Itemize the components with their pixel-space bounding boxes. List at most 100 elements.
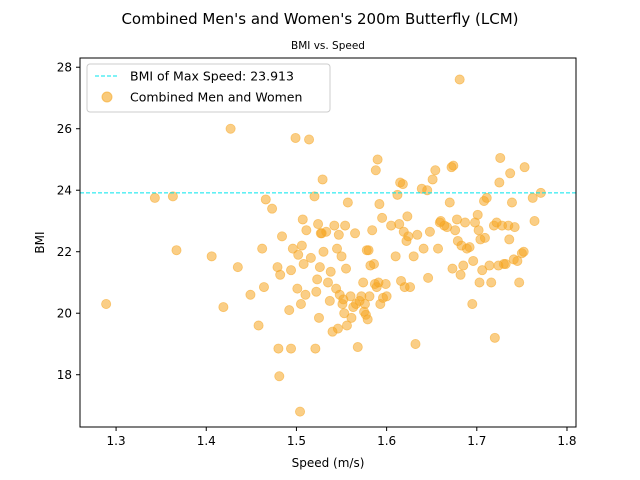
data-point xyxy=(340,220,351,231)
data-point xyxy=(468,255,479,266)
data-point xyxy=(374,199,385,210)
data-point xyxy=(295,406,306,417)
y-tick-label: 28 xyxy=(57,61,72,75)
data-point xyxy=(329,220,340,231)
data-point xyxy=(372,154,383,165)
points-layer xyxy=(101,74,546,417)
data-point xyxy=(448,160,459,171)
data-point xyxy=(318,246,329,257)
data-point xyxy=(418,243,429,254)
data-point xyxy=(296,240,307,251)
data-point xyxy=(297,214,308,225)
data-point xyxy=(422,185,433,196)
data-point xyxy=(512,255,523,266)
data-point xyxy=(310,343,321,354)
data-point xyxy=(519,162,530,173)
data-point xyxy=(341,263,352,274)
data-point xyxy=(455,269,466,280)
data-point xyxy=(257,243,268,254)
data-point xyxy=(149,192,160,203)
data-point xyxy=(424,226,435,237)
data-point xyxy=(286,343,297,354)
data-point xyxy=(206,251,217,262)
y-tick-label: 22 xyxy=(57,245,72,259)
data-point xyxy=(486,277,497,288)
x-axis: 1.3 1.4 1.5 1.6 1.7 1.8 xyxy=(107,427,577,448)
data-point xyxy=(363,245,374,256)
data-point xyxy=(325,266,336,277)
data-point xyxy=(336,251,347,262)
data-point xyxy=(481,192,492,203)
data-point xyxy=(358,277,369,288)
y-tick-label: 18 xyxy=(57,368,72,382)
data-point xyxy=(313,312,324,323)
legend: BMI of Max Speed: 23.913 Combined Men an… xyxy=(86,63,331,113)
data-point xyxy=(273,343,284,354)
data-point xyxy=(292,283,303,294)
data-point xyxy=(298,259,309,270)
data-point xyxy=(477,265,488,276)
plot-frame xyxy=(79,57,577,428)
data-point xyxy=(253,320,264,331)
data-point xyxy=(447,263,458,274)
data-point xyxy=(368,259,379,270)
data-point xyxy=(403,231,414,242)
y-tick-label: 24 xyxy=(57,184,72,198)
data-point xyxy=(304,134,315,145)
legend-series-label: Combined Men and Women xyxy=(130,90,302,105)
data-point xyxy=(444,197,455,208)
chart-title: Combined Men's and Women's 200m Butterfl… xyxy=(121,10,518,28)
data-point xyxy=(341,320,352,331)
data-point xyxy=(218,302,229,313)
data-point xyxy=(301,225,312,236)
data-point xyxy=(275,269,286,280)
data-point xyxy=(473,225,484,236)
data-point xyxy=(484,260,495,271)
data-point xyxy=(314,262,325,273)
data-point xyxy=(386,220,397,231)
data-point xyxy=(494,177,505,188)
data-point xyxy=(312,274,323,285)
y-tick-label: 26 xyxy=(57,122,72,136)
x-tick-label: 1.6 xyxy=(377,434,396,448)
y-axis-label: BMI xyxy=(33,231,47,253)
data-point xyxy=(342,197,353,208)
data-point xyxy=(286,265,297,276)
data-point xyxy=(364,291,375,302)
data-point xyxy=(311,286,322,297)
data-point xyxy=(293,249,304,260)
data-point xyxy=(167,191,178,202)
data-point xyxy=(509,222,520,233)
data-point xyxy=(392,189,403,200)
data-point xyxy=(309,191,320,202)
data-point xyxy=(359,298,370,309)
data-point xyxy=(505,168,516,179)
data-point xyxy=(390,251,401,262)
data-point xyxy=(495,152,506,163)
data-point xyxy=(450,225,461,236)
data-point xyxy=(427,174,438,185)
data-point xyxy=(284,305,295,316)
data-point xyxy=(514,277,525,288)
data-point xyxy=(506,197,517,208)
chart-subtitle: BMI vs. Speed xyxy=(291,40,365,52)
data-point xyxy=(313,219,324,230)
data-point xyxy=(350,228,361,239)
data-point xyxy=(333,229,344,240)
data-point xyxy=(232,262,243,273)
data-point xyxy=(171,245,182,256)
y-axis: 18 20 22 24 26 28 xyxy=(57,61,80,382)
x-tick-label: 1.4 xyxy=(197,434,216,448)
data-point xyxy=(423,272,434,283)
data-point xyxy=(305,252,316,263)
legend-hline-label: BMI of Max Speed: 23.913 xyxy=(130,69,294,84)
data-point xyxy=(412,229,423,240)
x-axis-label: Speed (m/s) xyxy=(292,456,365,470)
data-point xyxy=(290,132,301,143)
data-point xyxy=(504,234,515,245)
legend-box xyxy=(86,63,331,113)
data-point xyxy=(258,282,269,293)
data-point xyxy=(489,332,500,343)
